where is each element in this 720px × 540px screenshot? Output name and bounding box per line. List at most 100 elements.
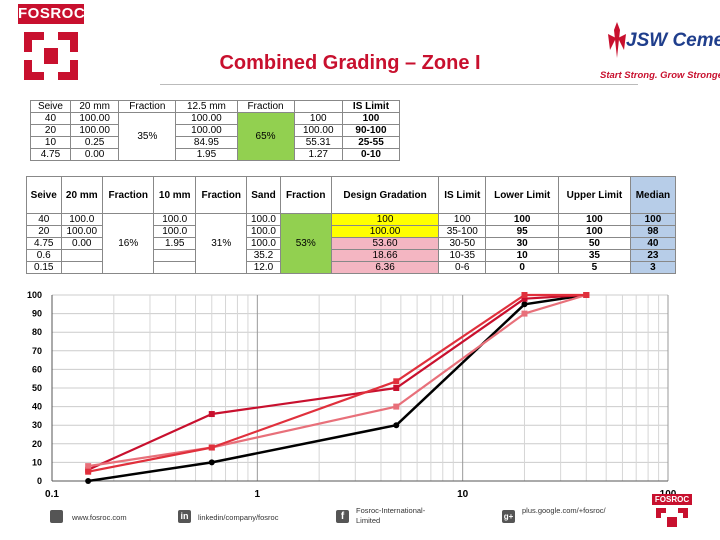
cell: 100 xyxy=(557,225,631,238)
header-cell: Fraction xyxy=(236,100,295,113)
cell xyxy=(60,249,104,262)
jsw-emblem xyxy=(608,22,626,58)
header-cell: Design Gradation xyxy=(330,176,440,214)
data-point xyxy=(521,292,528,298)
data-point xyxy=(521,301,528,308)
y-tick-label: 30 xyxy=(32,420,42,430)
table-gradation-20-12: Seive 20 mm Fraction 12.5 mm Fraction IS… xyxy=(30,100,401,161)
cell: 0.15 xyxy=(26,261,62,274)
header-cell: Seive xyxy=(26,176,62,214)
cell: 25-55 xyxy=(341,136,401,149)
header-cell: Sand xyxy=(246,176,281,214)
header-cell: IS Limit xyxy=(341,100,401,113)
cell: 4.75 xyxy=(26,237,62,250)
cell: 100.00 xyxy=(175,124,238,137)
cell: 55.31 xyxy=(293,136,343,149)
cell: 10-35 xyxy=(438,249,487,262)
table-row: 40 100.0 16% 100.0 31% 100.0 53% 100 100… xyxy=(26,213,677,274)
y-tick-label: 50 xyxy=(32,383,42,393)
cell: 5 xyxy=(557,261,631,274)
data-point xyxy=(85,468,92,475)
facebook-icon: f xyxy=(336,510,349,523)
y-tick-label: 100 xyxy=(27,290,42,300)
cell: 20 xyxy=(30,124,71,137)
jsw-logo-text: JSW Cement xyxy=(626,30,720,51)
cell: 6.36 xyxy=(330,261,440,274)
header-cell: 12.5 mm xyxy=(175,100,238,113)
cell: 100.00 xyxy=(175,112,238,125)
cell: 100.00 xyxy=(60,225,104,238)
x-tick-label: 10 xyxy=(457,489,469,500)
header-cell: Fraction xyxy=(279,176,332,214)
footer-website[interactable]: www.fosroc.com xyxy=(72,513,127,522)
cell: 30 xyxy=(485,237,559,250)
fosroc-small-logo: FOSROC xyxy=(652,494,692,538)
footer-googleplus[interactable]: plus.google.com/+fosroc/ xyxy=(522,506,606,515)
cell: 20 xyxy=(26,225,62,238)
data-point xyxy=(393,403,400,410)
cell xyxy=(60,261,104,274)
cell: 100.0 xyxy=(246,213,281,226)
table-header-row: Seive 20 mm Fraction 12.5 mm Fraction IS… xyxy=(30,100,401,113)
table-row: 10 0.25 84.95 55.31 25-55 xyxy=(30,136,401,149)
cell: 0-10 xyxy=(341,148,401,161)
fraction-cell: 35% xyxy=(118,112,177,161)
table-row: 20 100.00 100.0 100.0 100.00 35-100 95 1… xyxy=(26,225,677,238)
jsw-tagline: Start Strong. Grow Stronger. xyxy=(600,70,720,81)
y-tick-label: 60 xyxy=(32,364,42,374)
cell: 100.0 xyxy=(246,225,281,238)
cell: 10 xyxy=(30,136,71,149)
cell: 100 xyxy=(341,112,401,125)
linkedin-icon: in xyxy=(178,510,191,523)
cell: 35.2 xyxy=(246,249,281,262)
data-point xyxy=(393,378,400,385)
fraction-cell: 65% xyxy=(236,112,295,161)
data-point xyxy=(521,295,528,302)
cell: 100 xyxy=(293,112,343,125)
cell: 100.0 xyxy=(153,213,197,226)
cell: 4.75 xyxy=(30,148,71,161)
header-cell: Fraction xyxy=(118,100,177,113)
x-tick-label: 0.1 xyxy=(45,489,59,500)
table-design-gradation: Seive 20 mm Fraction 10 mm Fraction Sand… xyxy=(26,176,677,274)
x-tick-label: 1 xyxy=(255,489,261,500)
y-tick-label: 80 xyxy=(32,327,42,337)
header-cell: 10 mm xyxy=(153,176,197,214)
cell xyxy=(153,261,197,274)
cell: 40 xyxy=(30,112,71,125)
y-tick-label: 70 xyxy=(32,346,42,356)
cell: 0.6 xyxy=(26,249,62,262)
cell: 0.00 xyxy=(60,237,104,250)
cell xyxy=(153,249,197,262)
table-row: 4.75 0.00 1.95 1.27 0-10 xyxy=(30,148,401,161)
cell: 53.60 xyxy=(330,237,440,250)
data-point xyxy=(208,444,215,451)
cell: 0-6 xyxy=(438,261,487,274)
header-cell: Lower Limit xyxy=(485,176,559,214)
cell: 1.95 xyxy=(175,148,238,161)
data-point xyxy=(583,292,590,298)
fraction-cell: 31% xyxy=(195,213,248,274)
footer-facebook[interactable]: Fosroc-International-Limited xyxy=(356,506,426,525)
cell: 100.00 xyxy=(69,124,120,137)
header-cell: Fraction xyxy=(102,176,155,214)
cell: 100 xyxy=(485,213,559,226)
cell: 50 xyxy=(557,237,631,250)
fraction-cell: 53% xyxy=(279,213,332,274)
cell: 100 xyxy=(557,213,631,226)
header-cell: Median xyxy=(629,176,677,214)
header-cell: 20 mm xyxy=(69,100,120,113)
table-row: 0.15 12.0 6.36 0-6 0 5 3 xyxy=(26,261,677,274)
cell: 100.0 xyxy=(153,225,197,238)
cell: 12.0 xyxy=(246,261,281,274)
table-row: 40 100.00 35% 100.00 65% 100 100 xyxy=(30,112,401,161)
cell: 0 xyxy=(485,261,559,274)
title-divider xyxy=(160,84,638,85)
y-tick-label: 90 xyxy=(32,309,42,319)
googleplus-icon: g+ xyxy=(502,510,515,523)
cell: 30-50 xyxy=(438,237,487,250)
cell: 95 xyxy=(485,225,559,238)
series-line xyxy=(88,293,587,468)
footer-linkedin[interactable]: linkedin/company/fosroc xyxy=(198,513,279,522)
fosroc-logo: FOSROC xyxy=(18,4,85,84)
